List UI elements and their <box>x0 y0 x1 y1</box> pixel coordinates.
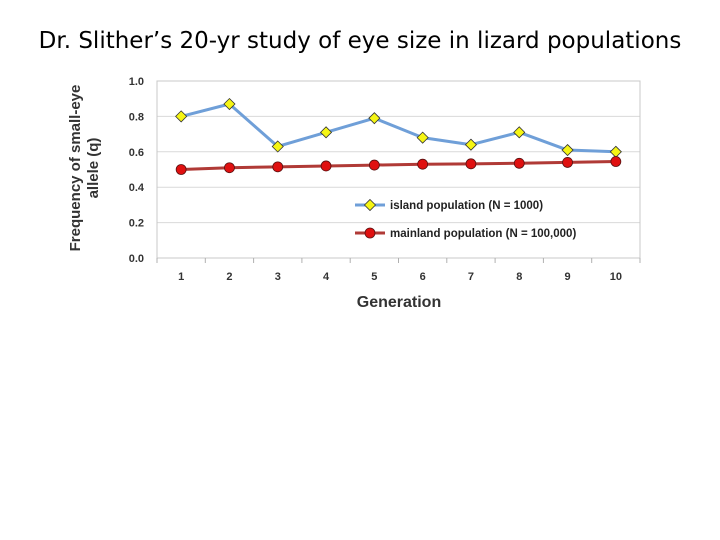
series-line <box>180 102 616 154</box>
x-tick-label: 1 <box>178 271 184 283</box>
x-tick-label: 2 <box>226 271 232 283</box>
y-axis-title: Frequency of small-eye allele (q) <box>67 85 102 252</box>
y-tick-label: 0.0 <box>129 253 144 265</box>
y-axis-title-line-2: allele (q) <box>85 138 102 199</box>
legend-swatch-marker <box>364 227 376 239</box>
data-point <box>416 131 429 144</box>
y-tick-label: 0.4 <box>129 182 145 194</box>
data-point <box>368 112 381 125</box>
legend-entry: mainland population (N = 100,000) <box>355 227 576 240</box>
data-point <box>464 138 478 151</box>
data-point <box>609 145 622 158</box>
x-tick-label: 4 <box>323 271 330 283</box>
y-axis-title-line-1: Frequency of small-eye <box>67 85 84 252</box>
data-point <box>513 126 526 139</box>
x-tick-label: 6 <box>420 271 426 283</box>
data-point <box>320 160 332 172</box>
series-1 <box>175 97 622 158</box>
x-tick-label: 5 <box>371 271 377 283</box>
data-point <box>465 158 477 170</box>
data-point <box>417 158 429 170</box>
data-point <box>271 140 284 153</box>
x-tick-label: 8 <box>516 271 522 283</box>
series <box>175 97 622 175</box>
data-point <box>610 156 622 167</box>
data-point <box>561 143 574 157</box>
legend-label: mainland population (N = 100,000) <box>390 228 576 240</box>
legend: island population (N = 1000) mainland pop… <box>355 198 576 240</box>
legend-swatch-marker <box>363 198 377 212</box>
y-tick-label: 0.2 <box>129 218 144 230</box>
data-point <box>175 110 188 123</box>
x-axis-title: Generation <box>357 294 441 311</box>
data-point <box>368 159 380 171</box>
y-tick-label: 1.0 <box>129 76 144 88</box>
data-point <box>223 97 236 111</box>
x-tick-label: 3 <box>275 271 281 283</box>
slide-title: Dr. Slither’s 20-yr study of eye size in… <box>38 28 682 54</box>
x-tick-label: 10 <box>610 271 622 283</box>
data-point <box>513 157 525 169</box>
y-tick-label: 0.6 <box>129 147 144 159</box>
x-tick-label: 7 <box>468 271 474 283</box>
data-point <box>272 161 284 173</box>
data-point <box>562 157 573 168</box>
y-tick-label: 0.8 <box>129 111 144 123</box>
y-axis-ticks: 0.0 0.2 0.4 0.6 0.8 1.0 <box>129 76 145 265</box>
data-point <box>175 164 187 175</box>
series-line <box>181 160 616 171</box>
series-2 <box>175 156 622 175</box>
legend-entry: island population (N = 1000) <box>355 198 543 212</box>
x-tick-label: 9 <box>564 271 570 283</box>
data-point <box>319 126 333 139</box>
data-point <box>224 162 235 174</box>
legend-label: island population (N = 1000) <box>390 200 543 212</box>
x-axis-ticks: 1 2 3 4 5 6 7 8 9 10 <box>156 258 641 283</box>
